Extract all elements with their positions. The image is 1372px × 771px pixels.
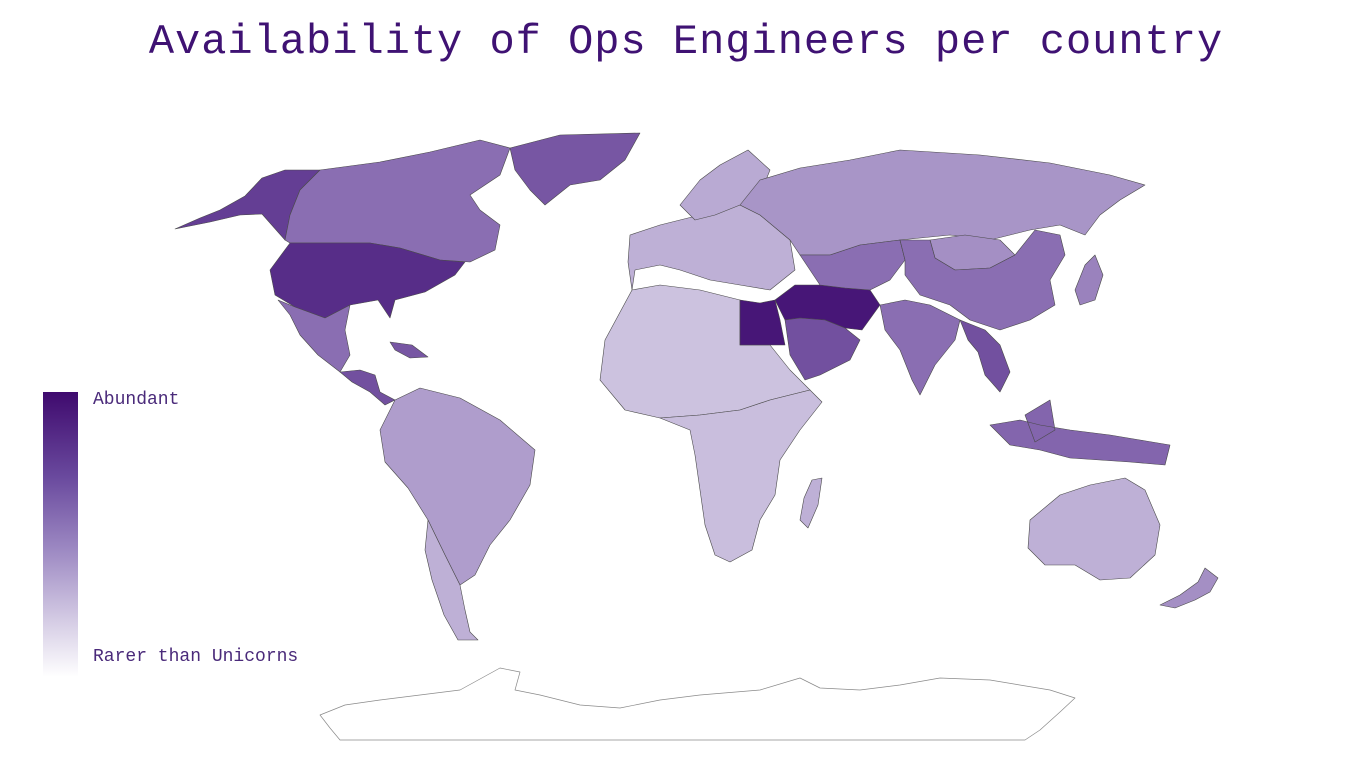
region-egypt[interactable] bbox=[739, 299, 786, 346]
map-title: Availability of Ops Engineers per countr… bbox=[148, 18, 1224, 66]
region-southeast-asia[interactable] bbox=[959, 319, 1011, 393]
region-china[interactable] bbox=[899, 229, 1066, 331]
region-indonesia[interactable] bbox=[989, 399, 1171, 466]
region-central-asia[interactable] bbox=[799, 239, 906, 291]
region-arabia[interactable] bbox=[784, 317, 861, 381]
region-cuba[interactable] bbox=[389, 341, 429, 359]
region-madagascar[interactable] bbox=[799, 477, 823, 529]
region-central-america[interactable] bbox=[339, 369, 396, 406]
region-sub-saharan-africa[interactable] bbox=[659, 389, 823, 563]
region-united-states[interactable] bbox=[269, 242, 466, 319]
legend-max-label: Abundant bbox=[93, 390, 180, 410]
legend-color-scale bbox=[43, 392, 78, 677]
region-japan[interactable] bbox=[1074, 254, 1104, 306]
region-greenland[interactable] bbox=[509, 132, 641, 206]
region-canada[interactable] bbox=[284, 139, 511, 263]
region-new-zealand[interactable] bbox=[1159, 567, 1219, 609]
region-patagonia[interactable] bbox=[424, 519, 479, 641]
legend-min-label: Rarer than Unicorns bbox=[93, 647, 299, 667]
region-mexico[interactable] bbox=[277, 299, 351, 373]
region-india[interactable] bbox=[879, 299, 961, 396]
region-south-america[interactable] bbox=[379, 387, 536, 586]
region-australia[interactable] bbox=[1027, 477, 1161, 581]
region-antarctica[interactable] bbox=[319, 667, 1076, 741]
